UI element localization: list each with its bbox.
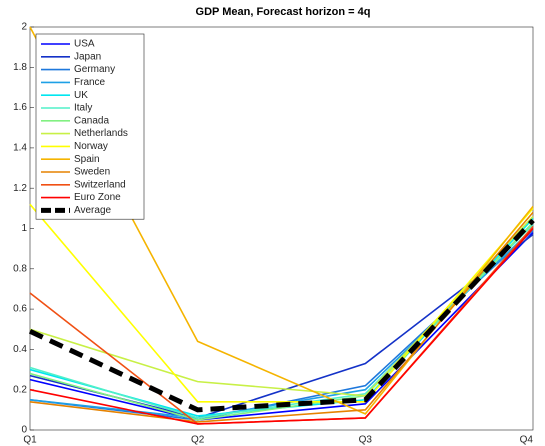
legend-label: Canada xyxy=(74,115,109,126)
legend-label: Netherlands xyxy=(74,128,128,139)
series-line xyxy=(29,203,534,403)
legend-label: Germany xyxy=(74,64,115,75)
x-tick-label: Q4 xyxy=(520,435,534,446)
series-line xyxy=(29,231,534,421)
y-tick-label: 2 xyxy=(21,22,27,33)
average-line xyxy=(28,218,535,413)
legend-label: Average xyxy=(74,205,112,216)
legend-label: France xyxy=(74,77,106,88)
legend-label: Italy xyxy=(74,103,92,114)
x-tick-label: Q1 xyxy=(23,435,37,446)
y-tick-label: 1.4 xyxy=(13,143,27,154)
y-tick-label: 1.8 xyxy=(13,62,27,73)
x-tick-label: Q2 xyxy=(191,435,205,446)
y-tick-label: 0 xyxy=(21,425,27,436)
y-tick-label: 0.2 xyxy=(13,384,27,395)
legend-label: Japan xyxy=(74,51,101,62)
y-tick-label: 1.2 xyxy=(13,183,27,194)
y-tick-label: 1.6 xyxy=(13,102,27,113)
legend-label: Spain xyxy=(74,154,100,165)
legend-label: Switzerland xyxy=(74,179,126,190)
y-tick-label: 0.8 xyxy=(13,263,27,274)
x-tick-label: Q3 xyxy=(359,435,373,446)
legend-label: Norway xyxy=(74,141,108,152)
legend-label: Euro Zone xyxy=(74,192,121,203)
legend-box xyxy=(35,33,145,220)
legend-label: USA xyxy=(74,39,95,50)
series-line xyxy=(29,227,534,425)
legend-label: Sweden xyxy=(74,167,110,178)
legend-label: UK xyxy=(74,90,88,101)
y-tick-label: 1 xyxy=(21,223,27,234)
y-tick-label: 0.4 xyxy=(13,344,27,355)
y-tick-label: 0.6 xyxy=(13,304,27,315)
chart-title: GDP Mean, Forecast horizon = 4q xyxy=(196,6,371,18)
